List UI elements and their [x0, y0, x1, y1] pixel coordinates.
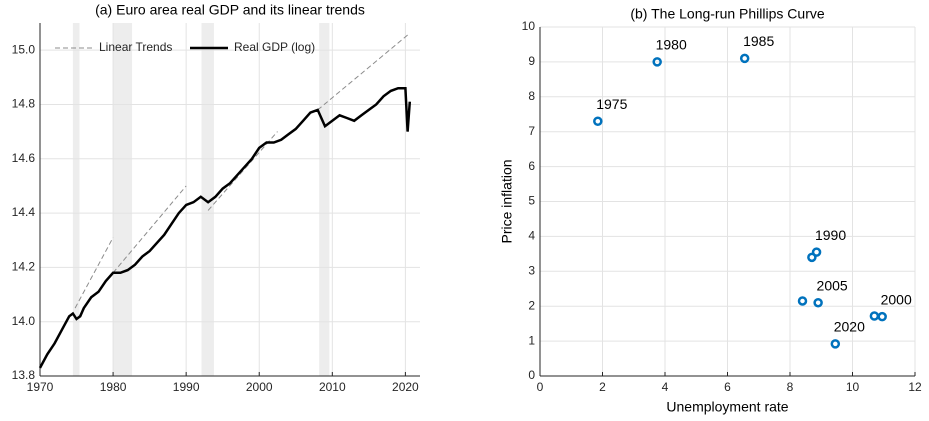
y-tick-label: 3	[528, 263, 535, 277]
x-axis-label: Unemployment rate	[666, 399, 788, 415]
scatter-point	[652, 57, 662, 67]
x-tick-label: 2020	[392, 380, 419, 394]
y-tick-label: 8	[528, 89, 535, 103]
point-label: 1975	[596, 96, 627, 112]
point-label: 1980	[656, 37, 687, 53]
scatter-point	[797, 296, 808, 306]
scatter-point	[739, 53, 750, 64]
chart-title: (b) The Long-run Phillips Curve	[630, 6, 824, 22]
y-tick-label: 10	[522, 19, 536, 33]
point-label: 1985	[743, 33, 774, 49]
scatter-point	[869, 311, 880, 321]
point-label: 1990	[815, 227, 846, 243]
y-tick-label: 7	[528, 124, 535, 138]
shaded-period	[113, 23, 133, 376]
x-tick-label: 6	[724, 380, 731, 394]
x-tick-label: 2010	[319, 380, 346, 394]
x-tick-label: 4	[662, 380, 669, 394]
line-series	[38, 86, 412, 369]
line-series	[74, 33, 410, 309]
x-tick-label: 2	[599, 380, 606, 394]
scatter-point	[877, 311, 887, 322]
scatter-point	[807, 252, 817, 263]
y-tick-label: 14.8	[12, 97, 36, 111]
y-tick-label: 13.8	[12, 368, 36, 382]
shaded-period	[72, 23, 80, 376]
x-tick-label: 0	[537, 380, 544, 394]
shaded-period	[319, 23, 330, 376]
scatter-point	[811, 247, 822, 257]
point-label: 2020	[834, 319, 865, 335]
scatter-point	[593, 116, 603, 126]
y-tick-label: 4	[528, 229, 535, 243]
y-tick-label: 14.6	[12, 151, 36, 165]
x-tick-label: 2000	[246, 380, 273, 394]
point-label: 2000	[881, 291, 912, 307]
x-tick-label: 1980	[100, 380, 127, 394]
legend-label: Linear Trends	[99, 40, 172, 54]
point-label: 2005	[817, 277, 848, 293]
x-tick-label: 8	[787, 380, 794, 394]
y-tick-label: 14.4	[12, 205, 36, 219]
y-tick-label: 15.0	[12, 42, 36, 56]
scatter-point	[813, 297, 823, 308]
y-tick-label: 5	[528, 194, 535, 208]
x-tick-label: 10	[846, 380, 860, 394]
y-tick-label: 1	[528, 333, 535, 347]
shaded-period	[201, 23, 214, 376]
chart-title: (a) Euro area real GDP and its linear tr…	[95, 2, 365, 18]
y-axis-label: Price inflation	[499, 159, 515, 243]
x-tick-label: 1990	[173, 380, 200, 394]
y-tick-label: 6	[528, 159, 535, 173]
y-tick-label: 14.0	[12, 314, 36, 328]
y-tick-label: 9	[528, 54, 535, 68]
legend-label: Real GDP (log)	[234, 40, 315, 54]
y-tick-label: 2	[528, 298, 535, 312]
x-tick-label: 12	[908, 380, 922, 394]
scatter-point	[830, 339, 841, 349]
x-tick-label: 1970	[27, 380, 54, 394]
y-tick-label: 0	[528, 368, 535, 382]
y-tick-label: 14.2	[12, 260, 36, 274]
